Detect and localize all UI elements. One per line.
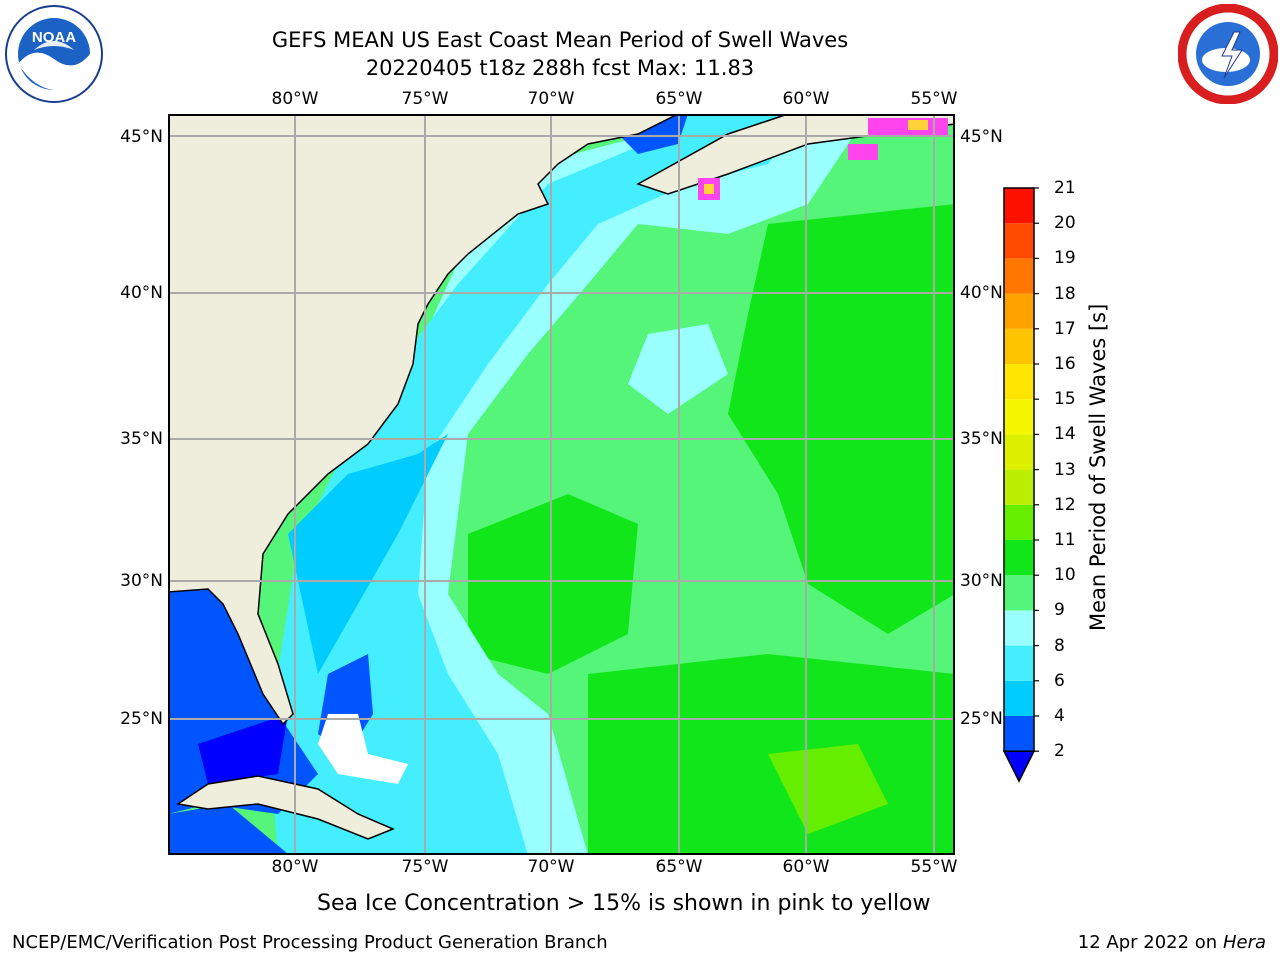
colorbar-band (1004, 399, 1034, 435)
colorbar-tick-label: 12 (1054, 494, 1076, 515)
lat-tick-right: 35°N (960, 429, 1003, 449)
zone-10-11s-east (728, 204, 955, 634)
colorbar-band (1004, 716, 1034, 752)
colorbar-tick-label: 9 (1054, 600, 1065, 621)
colorbar-band (1004, 575, 1034, 611)
colorbar-band (1004, 610, 1034, 646)
colorbar-tick-label: 21 (1054, 178, 1076, 198)
zone-11-12s (768, 744, 888, 834)
colorbar-tick-label: 4 (1054, 706, 1065, 726)
lon-tick-top: 60°W (782, 89, 830, 109)
colorbar-band (1004, 680, 1034, 716)
graticule (168, 114, 955, 855)
colorbar-band (1004, 293, 1034, 329)
sea-ice-note: Sea Ice Concentration > 15% is shown in … (317, 891, 931, 916)
noaa-logo-text: NOAA (32, 29, 76, 46)
lat-tick-right: 40°N (960, 283, 1003, 303)
footer-date-text: 12 Apr 2022 on (1077, 932, 1223, 953)
lon-tick-bottom: 75°W (401, 857, 449, 877)
colorbar-band (1004, 364, 1034, 400)
lon-tick-bottom: 70°W (527, 857, 575, 877)
zone-4-6s (288, 434, 448, 674)
straits-lt2s (198, 714, 288, 784)
sea-ice-patch (848, 144, 878, 160)
colorbar-extend-arrow (1002, 750, 1036, 783)
colorbar-band (1004, 469, 1034, 505)
colorbar-tick-label: 17 (1054, 318, 1076, 339)
lon-tick-top: 80°W (271, 89, 319, 109)
colorbar-tick-label: 15 (1054, 389, 1076, 410)
colorbar-label: Mean Period of Swell Waves [s] (1086, 303, 1110, 631)
colorbar-tick-label: 18 (1054, 283, 1076, 304)
lat-tick-right: 45°N (960, 127, 1003, 147)
lon-tick-top: 75°W (401, 89, 449, 109)
footer-date: 12 Apr 2022 on Hera (1078, 932, 1266, 954)
colorbar-graphic (1002, 187, 1039, 783)
nws-logo (1178, 4, 1278, 104)
colorbar-tick-label: 2 (1054, 741, 1065, 762)
colorbar-band (1004, 258, 1034, 294)
colorbar-tick-label: 6 (1054, 670, 1065, 691)
lat-tick-left: 45°N (120, 127, 163, 147)
chart-title: GEFS MEAN US East Coast Mean Period of S… (271, 28, 849, 52)
noaa-logo: NOAA (4, 4, 104, 104)
colorbar-tick-label: 14 (1054, 424, 1076, 445)
gulf-south-2-4s (168, 804, 288, 855)
colorbar-band (1004, 434, 1034, 470)
colorbar-tick-label: 19 (1054, 248, 1076, 269)
lat-tick-right: 25°N (960, 709, 1003, 729)
chart-subtitle: 20220405 t18z 288h fcst Max: 11.83 (365, 56, 755, 80)
colorbar-band (1004, 188, 1034, 224)
lon-tick-bottom: 65°W (655, 857, 703, 877)
lon-tick-top: 70°W (527, 89, 575, 109)
colorbar-tick-label: 10 (1054, 565, 1076, 586)
colorbar (1000, 186, 1040, 788)
lon-tick-top: 55°W (910, 89, 958, 109)
land-cuba (176, 775, 395, 840)
footer-host: Hera (1222, 932, 1266, 953)
footer-credit: NCEP/EMC/Verification Post Processing Pr… (12, 932, 608, 953)
colorbar-tick-label: 8 (1054, 635, 1065, 656)
bahamas-bank (318, 714, 408, 784)
colorbar-band (1004, 645, 1034, 681)
lon-tick-bottom: 80°W (271, 857, 319, 877)
colorbar-band (1004, 328, 1034, 364)
colorbar-tick-label: 20 (1054, 213, 1076, 234)
map-panel (168, 114, 955, 859)
swell-period-map (168, 114, 955, 855)
sea-ice-patch-core (908, 120, 928, 130)
lon-tick-top: 65°W (655, 89, 703, 109)
colorbar-tick-label: 11 (1054, 530, 1076, 550)
map-frame (168, 114, 955, 855)
lat-tick-left: 40°N (120, 283, 163, 303)
lon-tick-bottom: 55°W (910, 857, 958, 877)
lat-tick-left: 35°N (120, 429, 163, 449)
lat-tick-right: 30°N (960, 571, 1003, 591)
lon-tick-bottom: 60°W (782, 857, 830, 877)
zone-10-11s-central (468, 494, 638, 674)
lat-tick-left: 30°N (120, 571, 163, 591)
colorbar-band (1004, 504, 1034, 540)
colorbar-tick-label: 13 (1054, 459, 1076, 480)
colorbar-band (1004, 223, 1034, 259)
colorbar-band (1004, 540, 1034, 576)
lat-tick-left: 25°N (120, 709, 163, 729)
colorbar-tick-label: 16 (1054, 354, 1076, 374)
zone-6-8s (268, 114, 808, 855)
sea-ice-patch-core (704, 184, 714, 194)
